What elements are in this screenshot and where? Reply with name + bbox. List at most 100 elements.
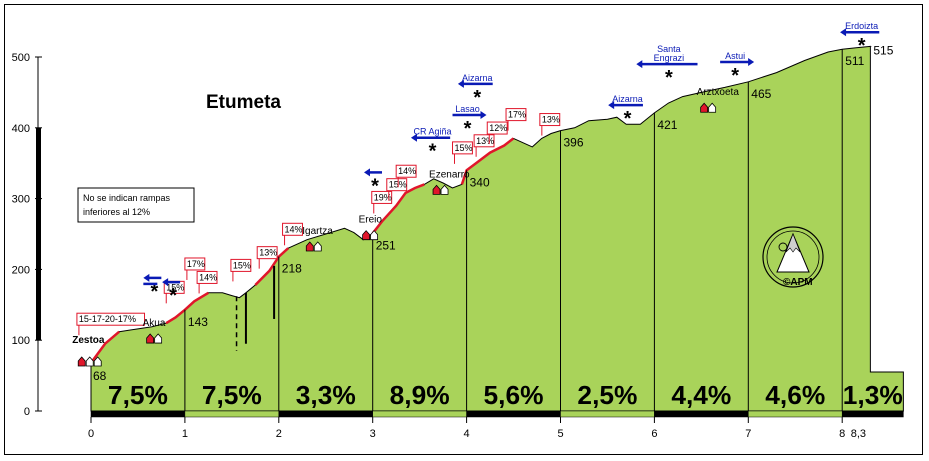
x-tick-label: 6: [651, 428, 657, 440]
ramp-box: [282, 222, 303, 236]
km-altitude-label: 421: [657, 118, 677, 132]
place-marker: Igartza: [302, 226, 333, 252]
place-marker: Zestoa: [72, 335, 105, 367]
ramp-text: 15%: [455, 143, 473, 153]
x-tick-label: 1: [182, 428, 188, 440]
km-strip: [278, 410, 373, 418]
km-altitude-label: 218: [282, 262, 302, 276]
ramp-box: [386, 178, 408, 192]
ramp-label: 19%: [371, 190, 393, 214]
house-icon: [362, 230, 371, 241]
junction-label: Santa: [657, 44, 681, 54]
house-icon: [440, 184, 449, 195]
junction-asterisk: *: [464, 118, 472, 140]
arrow-left-icon: [457, 79, 464, 88]
segment-gradient-label: 2,5%: [577, 380, 637, 410]
place-labels: Zestoa Akua Igartza Ereio Ezenarro Arztxoeta: [72, 87, 740, 367]
x-tick-label: 7: [745, 428, 751, 440]
place-name: Arztxoeta: [697, 87, 740, 98]
segment-gradient-label: 1,3%: [843, 380, 903, 410]
ramp-labels: 15-17-20-17%15%14%17%15%13%14%19%15%14%1…: [76, 108, 561, 336]
junction-label: Engrazi: [654, 53, 685, 63]
ramp-label: 15%: [452, 141, 473, 164]
ramp-box: [371, 190, 393, 204]
segment-gradient-label: 4,4%: [671, 380, 731, 410]
km-strip: [560, 410, 655, 418]
ramp-highlight: [89, 330, 121, 364]
km-altitude-label: 68: [93, 369, 107, 383]
house-icon: [93, 356, 102, 367]
junction-marker: *: [162, 278, 181, 307]
ramp-text: 12%: [489, 123, 507, 133]
ramp-text: 14%: [285, 224, 303, 234]
ramp-label: 17%: [184, 257, 206, 280]
ramp-box: [395, 164, 417, 178]
x-end-label: 8,3: [851, 428, 866, 440]
place-name: Akua: [143, 318, 166, 329]
place-name: Ereio: [359, 215, 383, 226]
junction-asterisk: *: [150, 281, 158, 303]
junction-asterisk: *: [858, 35, 866, 57]
ramp-highlight: [254, 247, 290, 286]
segment-gradients: 7,5% 7,5% 3,3% 8,9% 5,6% 2,5% 4,4% 4,6% 1,3%: [108, 380, 903, 410]
ramp-label: 14%: [395, 164, 417, 188]
ramp-label: 15-17-20-17%: [76, 312, 146, 336]
km-strip: [372, 410, 467, 418]
y-tick-label: 400: [12, 123, 30, 135]
x-axis: 0 1 2 3 4 5 6 7 8 8,3: [88, 417, 866, 440]
house-icon: [700, 102, 709, 113]
ramp-label: 13%: [539, 113, 561, 136]
segment-gradient-label: 3,3%: [296, 380, 356, 410]
x-tick-label: 5: [557, 428, 563, 440]
ramp-text: 14%: [398, 166, 416, 176]
place-name: Ezenarro: [429, 169, 470, 180]
house-icon: [432, 184, 441, 195]
segment-gradient-label: 8,9%: [390, 380, 450, 410]
junction-marker: Astui *: [720, 51, 755, 87]
segment-gradient-label: 5,6%: [484, 380, 544, 410]
note-line-1: No se indican rampas: [83, 193, 171, 203]
place-marker: Akua: [143, 318, 166, 344]
road-junctions: * **CR Agiña*Lasao*Aizarna* Aizarna*SantaE…: [143, 21, 880, 307]
apm-logo: ©APM: [762, 226, 824, 288]
x-tick-label: 2: [276, 428, 282, 440]
ramp-text: 13%: [259, 248, 277, 258]
junction-asterisk: *: [371, 175, 379, 197]
ramp-label: 12%: [486, 121, 508, 145]
km-strip: [90, 410, 186, 418]
junction-asterisk: *: [624, 108, 632, 130]
house-icon: [370, 230, 379, 241]
km-strip: [654, 410, 749, 418]
x-tick-label: 3: [370, 428, 376, 440]
ramp-label: 13%: [256, 246, 278, 269]
ramp-text: 17%: [187, 259, 205, 269]
ramp-label: 17%: [505, 108, 527, 131]
ramp-text: 13%: [476, 136, 494, 146]
place-marker: Arztxoeta: [697, 87, 740, 113]
place-name: Igartza: [302, 226, 333, 237]
note-line-2: inferiores al 12%: [83, 207, 150, 217]
arrow-left-icon: [840, 28, 847, 37]
ramp-text: 15%: [233, 260, 251, 270]
place-marker: Ezenarro: [429, 169, 470, 195]
ramp-box: [76, 312, 146, 326]
house-icon: [77, 356, 86, 367]
junction-label: Erdoizta: [845, 21, 878, 31]
house-icon: [708, 102, 717, 113]
junction-asterisk: *: [429, 141, 437, 163]
y-axis-bar-100-400: [36, 127, 41, 341]
segment-gradient-label: 7,5%: [108, 380, 168, 410]
profile-area: [89, 45, 904, 418]
ramp-text: 15%: [166, 282, 184, 292]
ramp-text: 15-17-20-17%: [79, 314, 136, 324]
house-icon: [154, 333, 163, 344]
km-strip: [466, 410, 561, 418]
y-tick-label: 300: [12, 194, 30, 206]
x-tick-label: 0: [88, 428, 94, 440]
arrow-left-icon: [410, 133, 417, 142]
y-tick-label: 0: [24, 406, 30, 418]
junction-asterisk: *: [169, 285, 177, 307]
junction-label: Aizarna: [612, 94, 643, 104]
